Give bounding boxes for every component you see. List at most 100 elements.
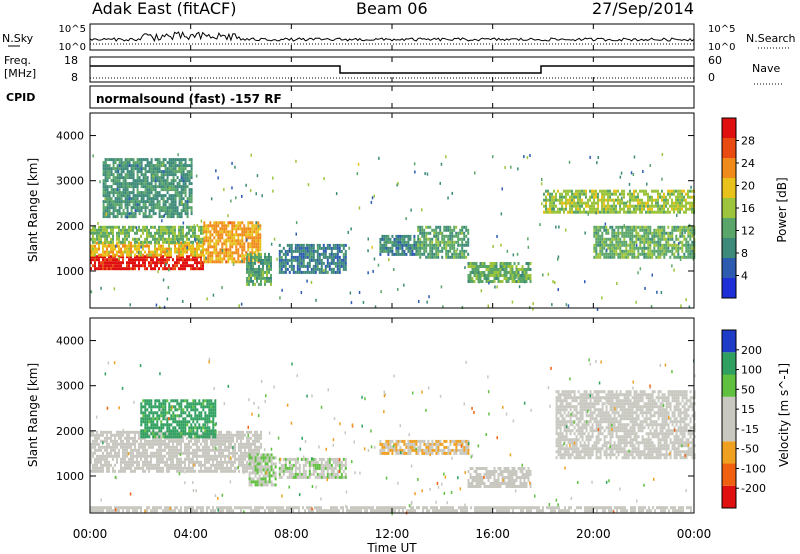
heatmap-cell	[671, 243, 674, 247]
heatmap-cell	[124, 225, 126, 229]
heatmap-cell	[164, 258, 166, 262]
heatmap-cell	[673, 252, 676, 256]
heatmap-cell	[239, 239, 242, 243]
heatmap-cell	[513, 277, 516, 280]
heatmap-cell	[258, 267, 260, 271]
heatmap-cell	[431, 237, 434, 241]
heatmap-cell	[168, 182, 171, 186]
heatmap-cell	[625, 255, 628, 259]
heatmap-cell	[144, 469, 146, 473]
heatmap-cell	[306, 252, 309, 256]
heatmap-cell	[306, 243, 309, 247]
heatmap-cell	[336, 267, 339, 271]
heatmap-cell	[154, 197, 157, 201]
heatmap-cell	[673, 228, 676, 232]
heatmap-cell	[168, 231, 170, 235]
heatmap-cell	[679, 207, 681, 211]
heatmap-cell	[176, 451, 178, 455]
heatmap-cell	[168, 426, 171, 430]
heatmap-cell	[427, 255, 430, 259]
heatmap-cell	[342, 252, 345, 256]
heatmap-cell	[142, 179, 145, 183]
heatmap-cell	[154, 264, 156, 268]
heatmap-cell	[593, 192, 595, 196]
heatmap-cell	[154, 405, 157, 409]
heatmap-cell	[128, 173, 131, 177]
heatmap-cell	[188, 194, 191, 198]
heatmap-cell	[609, 210, 611, 214]
heatmap-cell	[671, 225, 674, 229]
station-title: Adak East (fitACF)	[92, 0, 236, 18]
heatmap-cell	[124, 200, 127, 204]
heatmap-cell	[130, 445, 132, 449]
heatmap-cell	[158, 240, 160, 244]
heatmap-cell	[248, 276, 250, 280]
heatmap-cell	[225, 260, 228, 264]
heatmap-cell	[130, 267, 132, 271]
heatmap-cell	[170, 399, 173, 403]
heatmap-cell	[565, 198, 567, 202]
heatmap-cell	[567, 192, 569, 196]
heatmap-cell	[166, 167, 169, 171]
heatmap-cell	[304, 252, 307, 256]
heatmap-cell	[154, 188, 157, 192]
heatmap-cell	[134, 197, 137, 201]
heatmap-cell	[229, 257, 232, 261]
heatmap-cell	[318, 252, 321, 256]
heatmap-cell	[250, 442, 252, 446]
heatmap-cell	[613, 234, 616, 238]
heatmap-cell	[647, 240, 650, 244]
heatmap-cell	[168, 209, 171, 213]
heatmap-cell	[435, 234, 438, 238]
heatmap-cell	[669, 210, 671, 214]
heatmap-cell	[130, 247, 132, 251]
heatmap-cell	[350, 301, 353, 305]
heatmap-cell	[213, 248, 216, 252]
heatmap-cell	[246, 258, 248, 262]
heatmap-cell	[152, 234, 154, 238]
heatmap-cell	[140, 451, 142, 455]
heatmap-cell	[94, 225, 96, 229]
heatmap-cell	[226, 460, 228, 464]
heatmap-cell	[206, 451, 208, 455]
heatmap-cell	[112, 264, 114, 268]
heatmap-cell	[393, 243, 396, 247]
heatmap-cell	[118, 203, 121, 207]
heatmap-cell	[603, 228, 606, 232]
heatmap-cell	[134, 448, 136, 452]
heatmap-cell	[104, 206, 107, 210]
heatmap-cell	[268, 279, 270, 283]
heatmap-cell	[689, 243, 692, 247]
heatmap-cell	[156, 228, 158, 232]
heatmap-cell	[150, 164, 153, 168]
heatmap-cell	[104, 258, 106, 262]
heatmap-cell	[136, 200, 139, 204]
heatmap-cell	[162, 237, 164, 241]
heatmap-cell	[691, 195, 693, 199]
heatmap-cell	[188, 241, 190, 245]
heatmap-cell	[300, 291, 303, 294]
heatmap-cell	[162, 469, 164, 473]
heatmap-cell	[164, 247, 166, 251]
heatmap-cell	[209, 242, 212, 246]
heatmap-cell	[248, 448, 250, 452]
heatmap-cell	[272, 176, 274, 180]
colorbar-tick-label: 20	[741, 180, 755, 193]
heatmap-cell	[180, 460, 182, 464]
heatmap-cell	[577, 198, 579, 202]
heatmap-cell	[591, 207, 593, 211]
heatmap-cell	[138, 460, 140, 464]
heatmap-cell	[120, 247, 122, 251]
heatmap-cell	[208, 469, 210, 473]
heatmap-cell	[243, 257, 246, 261]
heatmap-cell	[611, 240, 614, 244]
heatmap-cell	[114, 161, 117, 165]
heatmap-cell	[118, 234, 120, 238]
heatmap-cell	[401, 234, 404, 238]
heatmap-cell	[140, 182, 143, 186]
heatmap-cell	[224, 469, 226, 473]
heatmap-cell	[162, 173, 165, 177]
heatmap-cell	[507, 262, 510, 265]
heatmap-cell	[142, 173, 145, 177]
heatmap-cell	[521, 280, 524, 283]
